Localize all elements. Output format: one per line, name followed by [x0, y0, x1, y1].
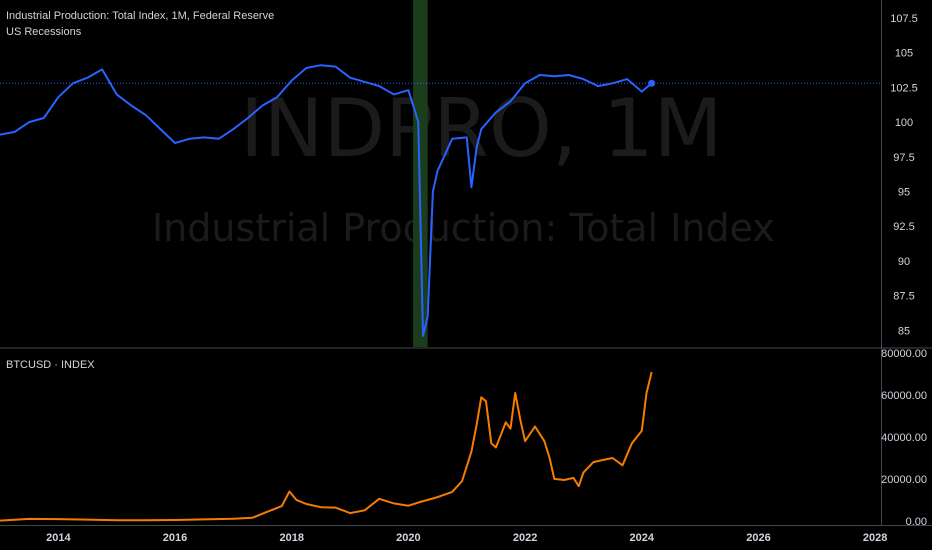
y-tick-label: 107.5 — [890, 13, 918, 25]
x-tick-label: 2026 — [746, 532, 770, 544]
y-tick-label: 60000.00 — [881, 390, 927, 402]
x-tick-label: 2014 — [46, 532, 71, 544]
x-tick-label: 2016 — [163, 532, 187, 544]
y-tick-label: 0.00 — [906, 516, 927, 528]
btc-series — [0, 371, 653, 522]
indpro-series — [0, 64, 656, 337]
y-tick-label: 105 — [895, 48, 913, 60]
chart-title: Industrial Production: Total Index, 1M, … — [6, 10, 275, 22]
recession-legend: US Recessions — [6, 26, 82, 38]
y-tick-label: 80000.00 — [881, 348, 927, 360]
y-tick-label: 40000.00 — [881, 432, 927, 444]
x-tick-label: 2028 — [863, 532, 887, 544]
x-tick-label: 2020 — [396, 532, 420, 544]
y-tick-label: 97.5 — [893, 152, 914, 164]
y-tick-label: 20000.00 — [881, 474, 927, 486]
y-tick-label: 85 — [898, 325, 910, 337]
y-tick-label: 95 — [898, 187, 910, 199]
btc-legend: BTCUSD · INDEX — [6, 359, 95, 371]
y-tick-label: 90 — [898, 256, 910, 268]
y-tick-label: 92.5 — [893, 221, 914, 233]
x-tick-label: 2022 — [513, 532, 537, 544]
name-watermark: Industrial Production: Total Index — [152, 206, 775, 250]
y-tick-label: 87.5 — [893, 291, 914, 303]
btc-line[interactable] — [0, 371, 653, 522]
x-tick-label: 2018 — [279, 532, 303, 544]
x-tick-label: 2024 — [630, 532, 655, 544]
last-point-dot — [648, 79, 656, 87]
y-tick-label: 102.5 — [890, 82, 918, 94]
y-tick-label: 100 — [895, 117, 913, 129]
indpro-line[interactable] — [0, 64, 653, 337]
